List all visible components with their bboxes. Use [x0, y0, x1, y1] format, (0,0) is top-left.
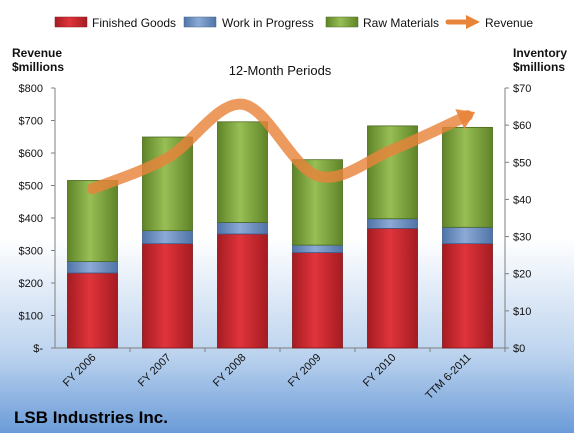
- legend-label-revenue: Revenue: [485, 16, 533, 30]
- bar-work-in-progress-1: [67, 261, 118, 274]
- left-tick-label: $800: [19, 83, 43, 95]
- legend-item-finished-goods: Finished Goods: [54, 16, 176, 30]
- right-axis-title-line2: $millions: [513, 60, 565, 74]
- bar-finished-goods-3: [217, 233, 268, 349]
- bar-work-in-progress-2: [142, 230, 193, 245]
- left-tick-label: $400: [19, 213, 43, 225]
- left-tick-label: $200: [19, 278, 43, 290]
- bar-raw-materials-3: [217, 121, 268, 223]
- left-tick-label: $100: [19, 311, 43, 323]
- left-axis-title-line1: Revenue: [12, 46, 62, 60]
- revenue-line-arrowhead: [455, 109, 476, 130]
- right-axis-title-line1: Inventory: [513, 46, 567, 60]
- legend-item-work-in-progress: Work in Progress: [183, 16, 314, 30]
- legend-item-raw-materials: Raw Materials: [325, 16, 439, 30]
- right-tick-label: $50: [513, 157, 531, 169]
- left-tick-label: $700: [19, 116, 43, 128]
- bar-finished-goods-6: [442, 243, 493, 349]
- bar-work-in-progress-5: [367, 218, 418, 229]
- bar-work-in-progress-6: [442, 226, 493, 245]
- legend-swatch-revenue-arrow: [466, 15, 480, 29]
- right-tick-label: $40: [513, 194, 531, 206]
- bar-raw-materials-6: [442, 126, 493, 228]
- bar-finished-goods-4: [292, 252, 343, 349]
- legend-swatch-work-in-progress: [183, 16, 217, 28]
- legend-swatch-finished-goods: [54, 16, 88, 28]
- company-name: LSB Industries Inc.: [14, 408, 168, 427]
- legend-swatch-raw-materials: [325, 16, 359, 28]
- right-tick-label: $10: [513, 306, 531, 318]
- right-tick-label: $70: [513, 83, 531, 95]
- right-tick-label: $30: [513, 232, 531, 244]
- bar-finished-goods-1: [67, 272, 118, 349]
- revenue-line: [87, 98, 473, 195]
- legend-label-finished-goods: Finished Goods: [92, 16, 176, 30]
- left-tick-label: $500: [19, 181, 43, 193]
- left-tick-label: $-: [33, 343, 43, 355]
- right-tick-label: $0: [513, 343, 525, 355]
- legend: Finished Goods Work in Progress Raw Mate…: [54, 15, 533, 30]
- bar-work-in-progress-4: [292, 244, 343, 253]
- legend-label-work-in-progress: Work in Progress: [222, 16, 314, 30]
- legend-item-revenue: Revenue: [445, 15, 533, 30]
- right-tick-label: $20: [513, 269, 531, 281]
- left-tick-label: $600: [19, 148, 43, 160]
- bar-work-in-progress-3: [217, 222, 268, 235]
- left-axis-title-line2: $millions: [12, 60, 64, 74]
- bar-finished-goods-2: [142, 243, 193, 349]
- axes-layer: $- $100 $200 $300 $400 $500 $600 $700 $800 $0 $10 $…: [19, 83, 532, 355]
- revenue-line-layer: [87, 98, 476, 195]
- bars-layer: [67, 121, 493, 349]
- right-tick-label: $60: [513, 120, 531, 132]
- legend-label-raw-materials: Raw Materials: [363, 16, 439, 30]
- left-tick-label: $300: [19, 246, 43, 258]
- chart-subtitle: 12-Month Periods: [229, 63, 332, 78]
- bar-finished-goods-5: [367, 227, 418, 349]
